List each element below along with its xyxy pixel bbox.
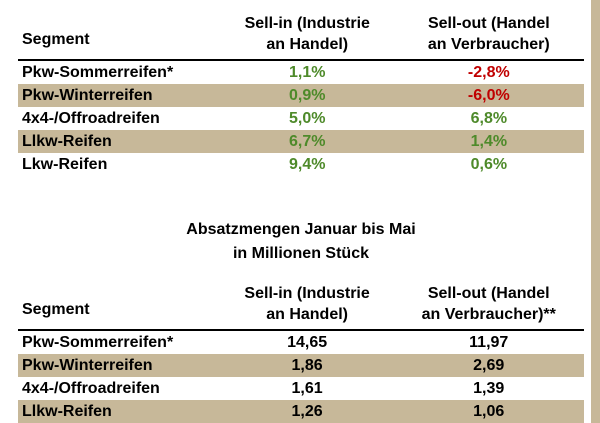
table-row: Pkw-Winterreifen 1,86 2,69 [18,354,584,377]
row-sell-out: -6,0% [393,84,584,107]
table-row: Pkw-Sommerreifen* 1,1% -2,8% [18,60,584,84]
row-sell-in: 0,9% [220,84,394,107]
table-row: Pkw-Sommerreifen* 14,65 11,97 [18,330,584,354]
volume-table: Segment Sell-in (Industrie an Handel) Se… [18,283,584,423]
row-sell-out: 1,4% [393,130,584,153]
section-title-line1: Absatzmengen Januar bis Mai [186,221,416,238]
row-segment: Pkw-Sommerreifen* [22,63,174,81]
table-header-row: Segment Sell-in (Industrie an Handel) Se… [18,13,584,61]
row-sell-in: 9,4% [289,155,326,173]
header-sell-in-line1: Sell-in (Industrie [244,285,370,302]
row-sell-in: 5,0% [289,109,326,127]
row-sell-out: 1,06 [393,400,584,423]
row-sell-in: 1,86 [220,354,394,377]
row-sell-out: 6,8% [470,109,508,127]
section-title-line2: in Millionen Stück [232,245,369,262]
row-segment: Llkw-Reifen [18,130,221,153]
row-sell-in: 1,61 [291,379,323,397]
header-sell-in-line1: Sell-in (Industrie [244,15,370,32]
table-header-row: Segment Sell-in (Industrie an Handel) Se… [18,283,584,331]
table-row: Lkw-Reifen 9,4% 0,6% [18,153,584,176]
row-segment: 4x4-/Offroadreifen [22,109,160,127]
header-sell-out-line2: an Verbraucher)** [421,306,556,323]
header-sell-out: Sell-out (Handel an Verbraucher) [393,13,584,61]
header-sell-out: Sell-out (Handel an Verbraucher)** [393,283,584,331]
table-row: Llkw-Reifen 6,7% 1,4% [18,130,584,153]
row-sell-in: 1,1% [289,63,326,81]
row-sell-in: 6,7% [220,130,394,153]
percentage-change-table: Segment Sell-in (Industrie an Handel) Se… [18,13,584,176]
row-sell-out: 2,69 [393,354,584,377]
row-segment: Pkw-Winterreifen [18,84,221,107]
section-title: Absatzmengen Januar bis Mai in Millionen… [18,218,584,266]
header-segment: Segment [18,283,221,331]
row-sell-out: -2,8% [467,63,510,81]
row-segment: Pkw-Winterreifen [18,354,221,377]
header-sell-in-line2: an Handel) [266,306,348,323]
header-sell-out-line1: Sell-out (Handel [427,15,550,32]
row-sell-in: 1,26 [220,400,394,423]
header-sell-out-line2: an Verbraucher) [427,36,550,53]
row-segment: 4x4-/Offroadreifen [22,379,160,397]
row-sell-out: 0,6% [470,155,508,173]
header-segment: Segment [18,13,221,61]
row-sell-out: 1,39 [473,379,505,397]
row-segment: Llkw-Reifen [18,400,221,423]
header-sell-in: Sell-in (Industrie an Handel) [220,13,394,61]
table-row: 4x4-/Offroadreifen 5,0% 6,8% [18,107,584,130]
header-sell-in: Sell-in (Industrie an Handel) [220,283,394,331]
row-segment: Pkw-Sommerreifen* [22,333,174,351]
row-segment: Lkw-Reifen [22,155,108,173]
table-row: 4x4-/Offroadreifen 1,61 1,39 [18,377,584,400]
header-sell-in-line2: an Handel) [266,36,349,53]
row-sell-out: 11,97 [469,333,509,351]
header-sell-out-line1: Sell-out (Handel [427,285,550,302]
table-row: Pkw-Winterreifen 0,9% -6,0% [18,84,584,107]
table-row: Llkw-Reifen 1,26 1,06 [18,400,584,423]
row-sell-in: 14,65 [287,333,328,351]
